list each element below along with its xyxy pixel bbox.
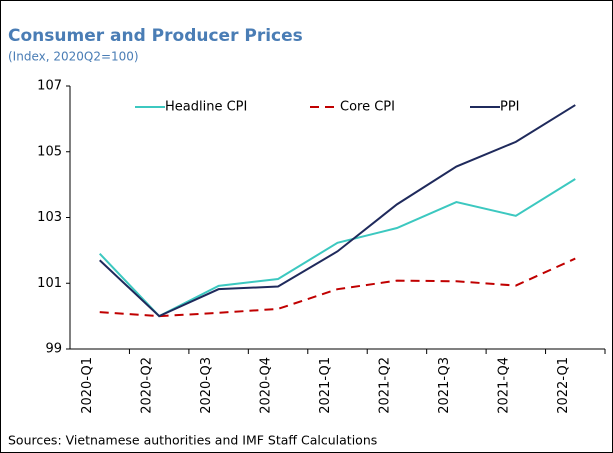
legend-label: Core CPI bbox=[340, 100, 395, 115]
series-line bbox=[99, 257, 576, 318]
y-tick-label: 105 bbox=[37, 144, 62, 159]
x-tick-label: 2022-Q1 bbox=[556, 357, 571, 414]
x-tick-label: 2020-Q1 bbox=[80, 357, 95, 414]
y-tick-label: 101 bbox=[37, 276, 62, 291]
x-tick-label: 2021-Q4 bbox=[496, 357, 511, 414]
x-tick-label: 2021-Q3 bbox=[437, 357, 452, 414]
y-tick-label: 103 bbox=[37, 210, 62, 225]
legend-label: PPI bbox=[500, 100, 520, 115]
source-note: Sources: Vietnamese authorities and IMF … bbox=[8, 433, 377, 448]
legend-label: Headline CPI bbox=[165, 100, 247, 115]
x-tick-label: 2020-Q3 bbox=[199, 357, 214, 414]
x-tick-label: 2020-Q2 bbox=[140, 357, 155, 414]
series-line bbox=[99, 104, 576, 318]
y-tick-label: 107 bbox=[37, 79, 62, 94]
chart-title: Consumer and Producer Prices bbox=[8, 26, 303, 46]
x-tick-label: 2021-Q2 bbox=[377, 357, 392, 414]
x-tick-label: 2020-Q4 bbox=[259, 357, 274, 414]
y-tick-label: 99 bbox=[45, 342, 62, 357]
x-tick-label: 2021-Q1 bbox=[318, 357, 333, 414]
chart-subtitle: (Index, 2020Q2=100) bbox=[8, 50, 139, 64]
